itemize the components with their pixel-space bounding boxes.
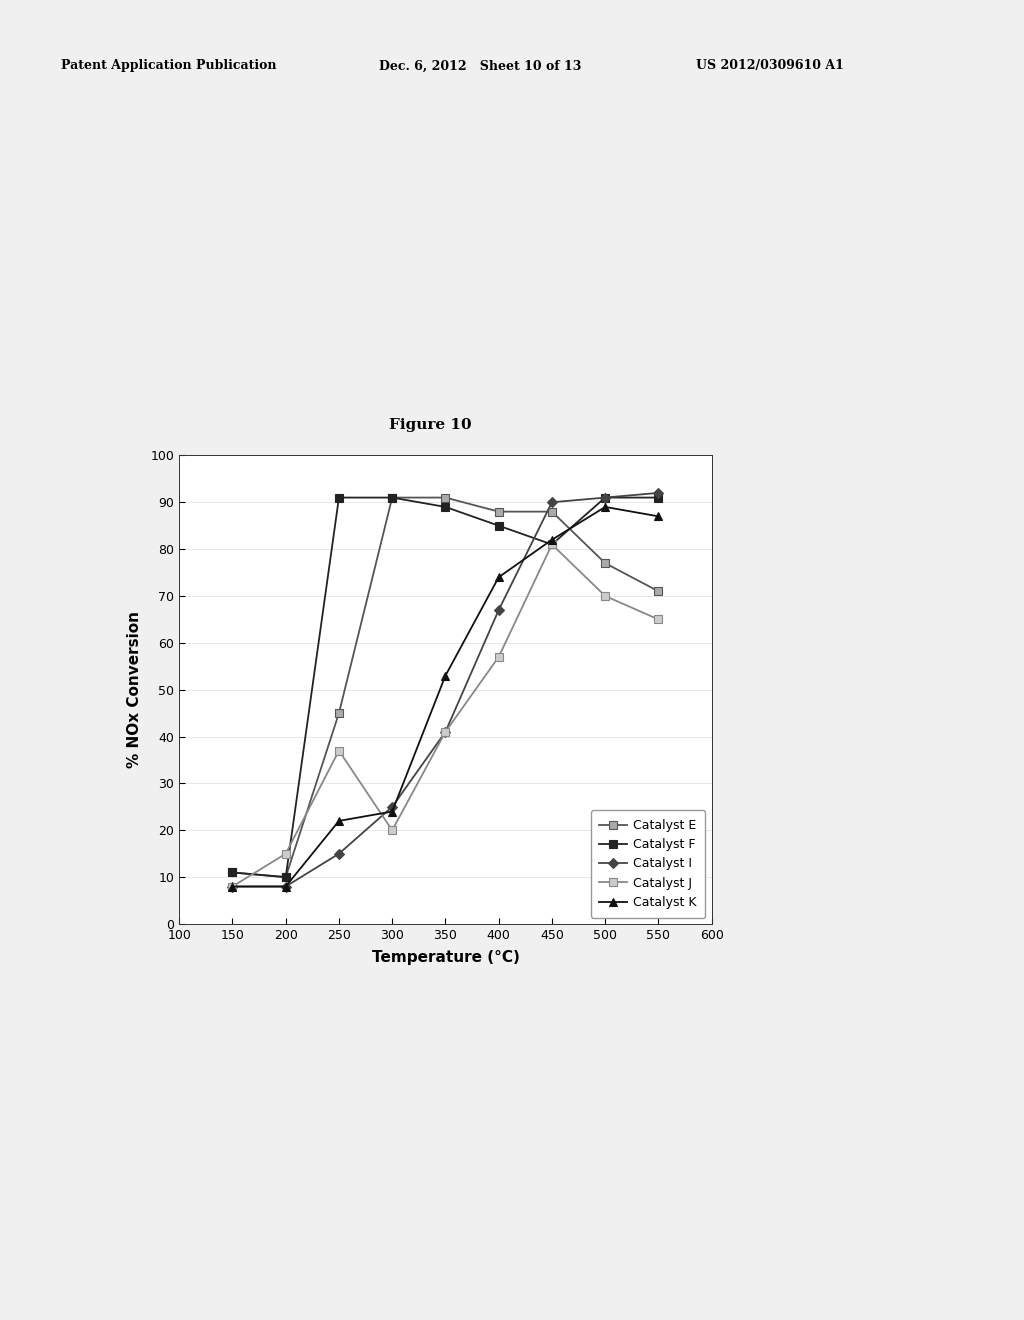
Line: Catalyst F: Catalyst F [228,494,663,882]
Catalyst K [439,668,452,684]
Catalyst F [333,490,345,506]
Text: Dec. 6, 2012   Sheet 10 of 13: Dec. 6, 2012 Sheet 10 of 13 [379,59,582,73]
Catalyst J [599,589,611,605]
Catalyst I [333,846,345,862]
Catalyst I [652,484,665,500]
Catalyst I [226,879,239,895]
Catalyst J [439,723,452,739]
Catalyst E [652,583,665,599]
Y-axis label: % NOx Conversion: % NOx Conversion [127,611,142,768]
Catalyst F [280,869,292,884]
Catalyst J [386,822,398,838]
Catalyst J [652,611,665,627]
Text: US 2012/0309610 A1: US 2012/0309610 A1 [696,59,844,73]
Line: Catalyst K: Catalyst K [228,503,663,891]
Catalyst I [386,799,398,814]
Catalyst E [599,556,611,572]
Catalyst I [546,494,558,510]
Catalyst F [386,490,398,506]
Line: Catalyst J: Catalyst J [228,540,663,891]
Catalyst E [493,504,505,520]
Catalyst E [280,869,292,884]
Catalyst E [439,490,452,506]
Catalyst I [599,490,611,506]
Catalyst K [280,879,292,895]
Catalyst F [439,499,452,515]
Catalyst I [439,723,452,739]
Catalyst J [493,649,505,665]
Catalyst K [599,499,611,515]
X-axis label: Temperature (°C): Temperature (°C) [372,950,519,965]
Catalyst E [386,490,398,506]
Line: Catalyst I: Catalyst I [229,490,662,890]
Catalyst F [652,490,665,506]
Catalyst E [226,865,239,880]
Catalyst K [652,508,665,524]
Catalyst K [333,813,345,829]
Text: Patent Application Publication: Patent Application Publication [61,59,276,73]
Catalyst K [546,532,558,548]
Line: Catalyst E: Catalyst E [228,494,663,882]
Catalyst J [333,743,345,759]
Catalyst K [493,569,505,585]
Catalyst E [333,705,345,721]
Catalyst F [599,490,611,506]
Catalyst F [546,536,558,552]
Catalyst E [546,504,558,520]
Catalyst J [546,536,558,552]
Catalyst I [280,879,292,895]
Catalyst J [280,846,292,862]
Catalyst F [226,865,239,880]
Legend: Catalyst E, Catalyst F, Catalyst I, Catalyst J, Catalyst K: Catalyst E, Catalyst F, Catalyst I, Cata… [591,810,706,917]
Catalyst K [386,804,398,820]
Catalyst F [493,517,505,533]
Text: Figure 10: Figure 10 [389,418,471,432]
Catalyst I [493,602,505,618]
Catalyst K [226,879,239,895]
Catalyst J [226,879,239,895]
